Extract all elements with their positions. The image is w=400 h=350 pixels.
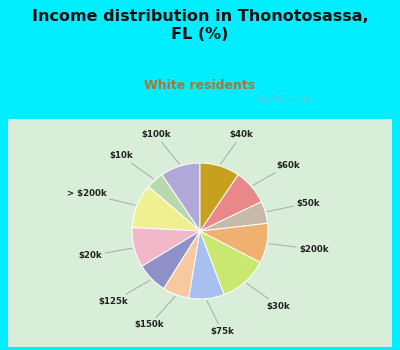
Wedge shape bbox=[200, 163, 238, 231]
Wedge shape bbox=[162, 163, 200, 231]
Text: $40k: $40k bbox=[220, 130, 253, 164]
Wedge shape bbox=[200, 175, 261, 231]
Text: > $200k: > $200k bbox=[67, 189, 135, 205]
Text: $150k: $150k bbox=[134, 296, 175, 329]
Text: $10k: $10k bbox=[109, 152, 154, 179]
Text: $200k: $200k bbox=[269, 244, 328, 254]
Wedge shape bbox=[200, 223, 268, 262]
Text: City-Data.com: City-Data.com bbox=[257, 95, 311, 104]
Wedge shape bbox=[148, 175, 200, 231]
Text: $50k: $50k bbox=[267, 198, 320, 212]
Text: $100k: $100k bbox=[141, 130, 180, 164]
Wedge shape bbox=[142, 231, 200, 288]
Text: White residents: White residents bbox=[144, 79, 256, 92]
Wedge shape bbox=[189, 231, 224, 299]
Text: Income distribution in Thonotosassa,
FL (%): Income distribution in Thonotosassa, FL … bbox=[32, 9, 368, 42]
Text: $20k: $20k bbox=[79, 248, 132, 260]
Text: $125k: $125k bbox=[98, 280, 150, 306]
Text: $30k: $30k bbox=[246, 283, 291, 310]
Wedge shape bbox=[132, 187, 200, 231]
Wedge shape bbox=[164, 231, 200, 298]
Wedge shape bbox=[200, 202, 268, 231]
Text: $75k: $75k bbox=[207, 301, 234, 336]
Wedge shape bbox=[200, 231, 260, 294]
Text: $60k: $60k bbox=[253, 161, 300, 186]
Wedge shape bbox=[132, 228, 200, 266]
